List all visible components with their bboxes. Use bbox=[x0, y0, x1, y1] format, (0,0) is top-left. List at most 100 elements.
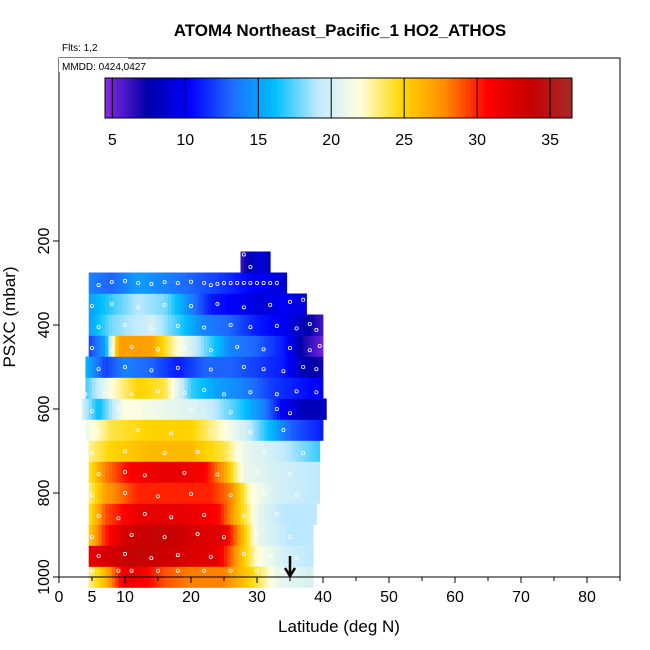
heatmap-cell bbox=[263, 461, 268, 483]
heatmap-cell bbox=[263, 335, 268, 357]
heatmap-cell bbox=[309, 356, 314, 378]
heatmap-cell bbox=[240, 293, 245, 315]
heatmap-cell bbox=[88, 293, 93, 315]
heatmap-cell bbox=[184, 545, 189, 567]
heatmap-cell bbox=[177, 293, 182, 315]
heatmap-cell bbox=[161, 419, 165, 441]
heatmap-rows bbox=[82, 251, 327, 588]
heatmap-cell bbox=[243, 545, 248, 567]
heatmap-cell bbox=[266, 314, 271, 336]
heatmap-cell bbox=[161, 440, 165, 462]
heatmap-cell bbox=[214, 545, 218, 567]
observation-point bbox=[228, 410, 233, 415]
heatmap-cell bbox=[276, 377, 281, 399]
heatmap-cell bbox=[290, 440, 294, 462]
heatmap-cell bbox=[118, 482, 123, 504]
observation-point bbox=[90, 409, 95, 414]
heatmap-cell bbox=[200, 545, 205, 567]
heatmap-cell bbox=[167, 377, 172, 399]
heatmap-cell bbox=[260, 335, 264, 357]
heatmap-cell bbox=[151, 461, 156, 483]
heatmap-cell bbox=[204, 293, 208, 315]
heatmap-cell bbox=[181, 272, 185, 294]
heatmap-cell bbox=[115, 335, 119, 357]
heatmap-cell bbox=[154, 482, 159, 504]
heatmap-cell bbox=[121, 524, 126, 546]
heatmap-cell bbox=[85, 377, 90, 399]
heatmap-cell bbox=[134, 440, 139, 462]
x-tick-label: 20 bbox=[182, 589, 200, 606]
heatmap-cell bbox=[260, 314, 264, 336]
heatmap-cell bbox=[128, 461, 132, 483]
observation-point bbox=[155, 494, 160, 499]
heatmap-cell bbox=[108, 314, 113, 336]
heatmap-cell bbox=[266, 377, 271, 399]
observation-point bbox=[301, 451, 306, 456]
observation-point bbox=[221, 251, 226, 256]
heatmap-cell bbox=[227, 503, 231, 525]
heatmap-cell bbox=[171, 461, 175, 483]
heatmap-cell bbox=[217, 461, 222, 483]
heatmap-cell bbox=[283, 335, 288, 357]
heatmap-cell bbox=[233, 461, 238, 483]
heatmap-cell bbox=[118, 419, 123, 441]
observation-point bbox=[287, 299, 292, 304]
heatmap-cell bbox=[217, 398, 222, 420]
observation-point bbox=[235, 452, 240, 457]
heatmap-cell bbox=[233, 293, 238, 315]
heatmap-cell bbox=[111, 545, 116, 567]
heatmap-cell bbox=[303, 293, 307, 315]
heatmap-cell bbox=[98, 419, 103, 441]
heatmap-cell bbox=[230, 377, 235, 399]
heatmap-cell bbox=[247, 524, 251, 546]
heatmap-cell bbox=[171, 440, 175, 462]
y-tick-label: 600 bbox=[36, 396, 53, 423]
heatmap-cell bbox=[243, 398, 248, 420]
heatmap-cell bbox=[224, 482, 228, 504]
heatmap-cell bbox=[290, 419, 294, 441]
heatmap-cell bbox=[204, 440, 208, 462]
heatmap-cell bbox=[128, 503, 132, 525]
heatmap-cell bbox=[171, 398, 175, 420]
heatmap-cell bbox=[115, 440, 119, 462]
heatmap-cell bbox=[101, 419, 106, 441]
heatmap-cell bbox=[306, 440, 311, 462]
heatmap-cell bbox=[286, 377, 291, 399]
observation-point bbox=[294, 326, 299, 331]
heatmap-cell bbox=[296, 356, 301, 378]
heatmap-cell bbox=[171, 356, 175, 378]
heatmap-cell bbox=[214, 377, 218, 399]
heatmap-cell bbox=[197, 482, 202, 504]
heatmap-cell bbox=[151, 545, 156, 567]
heatmap-cell bbox=[207, 272, 212, 294]
observation-point bbox=[317, 293, 322, 298]
observation-point bbox=[208, 428, 213, 433]
observation-point bbox=[90, 451, 95, 456]
heatmap-cell bbox=[158, 335, 162, 357]
heatmap-cell bbox=[290, 314, 294, 336]
heatmap-cell bbox=[174, 419, 179, 441]
heatmap-cell bbox=[105, 377, 109, 399]
y-tick-label: 800 bbox=[36, 480, 53, 507]
heatmap-cell bbox=[280, 314, 284, 336]
heatmap-cell bbox=[118, 440, 123, 462]
heatmap-cell bbox=[200, 377, 205, 399]
observation-point bbox=[123, 490, 128, 495]
heatmap-cell bbox=[108, 524, 113, 546]
heatmap-cell bbox=[184, 503, 189, 525]
heatmap-cell bbox=[207, 356, 212, 378]
heatmap-cell bbox=[115, 503, 119, 525]
heatmap-cell bbox=[217, 335, 222, 357]
heatmap-cell bbox=[181, 419, 185, 441]
heatmap-cell bbox=[177, 482, 182, 504]
heatmap-cell bbox=[227, 482, 231, 504]
heatmap-cell bbox=[270, 482, 274, 504]
heatmap-cell bbox=[118, 272, 123, 294]
heatmap-cell bbox=[207, 293, 212, 315]
heatmap-cell bbox=[131, 398, 136, 420]
heatmap-cell bbox=[293, 461, 297, 483]
heatmap-cell bbox=[134, 524, 139, 546]
x-tick-label: 10 bbox=[116, 589, 134, 606]
heatmap-cell bbox=[214, 398, 218, 420]
heatmap-cell bbox=[167, 419, 172, 441]
